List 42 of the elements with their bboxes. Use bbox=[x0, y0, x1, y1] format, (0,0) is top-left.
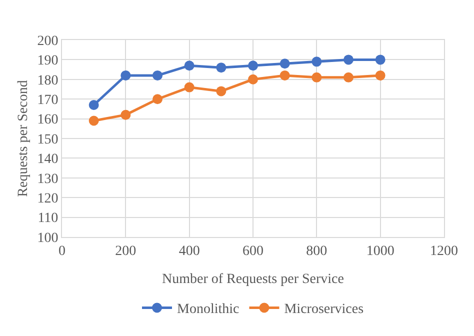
point bbox=[312, 56, 322, 67]
point bbox=[344, 54, 354, 65]
point bbox=[375, 54, 386, 65]
point bbox=[184, 82, 194, 92]
y-tick-label: 110 bbox=[38, 211, 58, 226]
point bbox=[344, 72, 354, 82]
point bbox=[152, 70, 162, 80]
y-tick-label: 120 bbox=[37, 192, 58, 206]
y-tick-label: 140 bbox=[37, 152, 58, 168]
point bbox=[152, 94, 162, 104]
point bbox=[216, 86, 226, 96]
y-tick-label: 150 bbox=[37, 132, 58, 148]
point bbox=[248, 60, 258, 71]
y-axis-title: Requests per Second bbox=[16, 80, 31, 197]
y-tick-label: 130 bbox=[37, 172, 58, 187]
x-axis-title: Number of Requests per Service bbox=[162, 272, 344, 288]
legend-label: Microservices bbox=[284, 302, 364, 318]
x-tick-label: 600 bbox=[242, 244, 264, 259]
point bbox=[280, 70, 290, 80]
point bbox=[184, 60, 194, 71]
y-tick-label: 170 bbox=[37, 93, 58, 108]
y-tick-label: 160 bbox=[37, 112, 58, 128]
point bbox=[88, 116, 99, 126]
point bbox=[216, 62, 226, 73]
x-tick-label: 0 bbox=[58, 244, 66, 259]
y-tick-label: 190 bbox=[37, 54, 58, 69]
x-tick-label: 200 bbox=[115, 244, 136, 259]
x-tick-label: 800 bbox=[306, 244, 328, 259]
legend-label: Monolithic bbox=[177, 302, 240, 318]
x-tick-label: 1200 bbox=[430, 244, 458, 259]
point bbox=[375, 70, 386, 80]
point bbox=[88, 100, 99, 110]
x-tick-label: 1000 bbox=[366, 244, 394, 259]
y-tick-label: 200 bbox=[37, 34, 58, 49]
y-tick-label: 180 bbox=[37, 73, 58, 88]
point bbox=[312, 72, 322, 82]
point bbox=[280, 58, 290, 69]
point bbox=[248, 74, 258, 84]
point bbox=[120, 110, 131, 120]
point bbox=[120, 70, 131, 80]
y-tick-label: 100 bbox=[37, 230, 58, 246]
x-tick-label: 400 bbox=[178, 244, 200, 259]
